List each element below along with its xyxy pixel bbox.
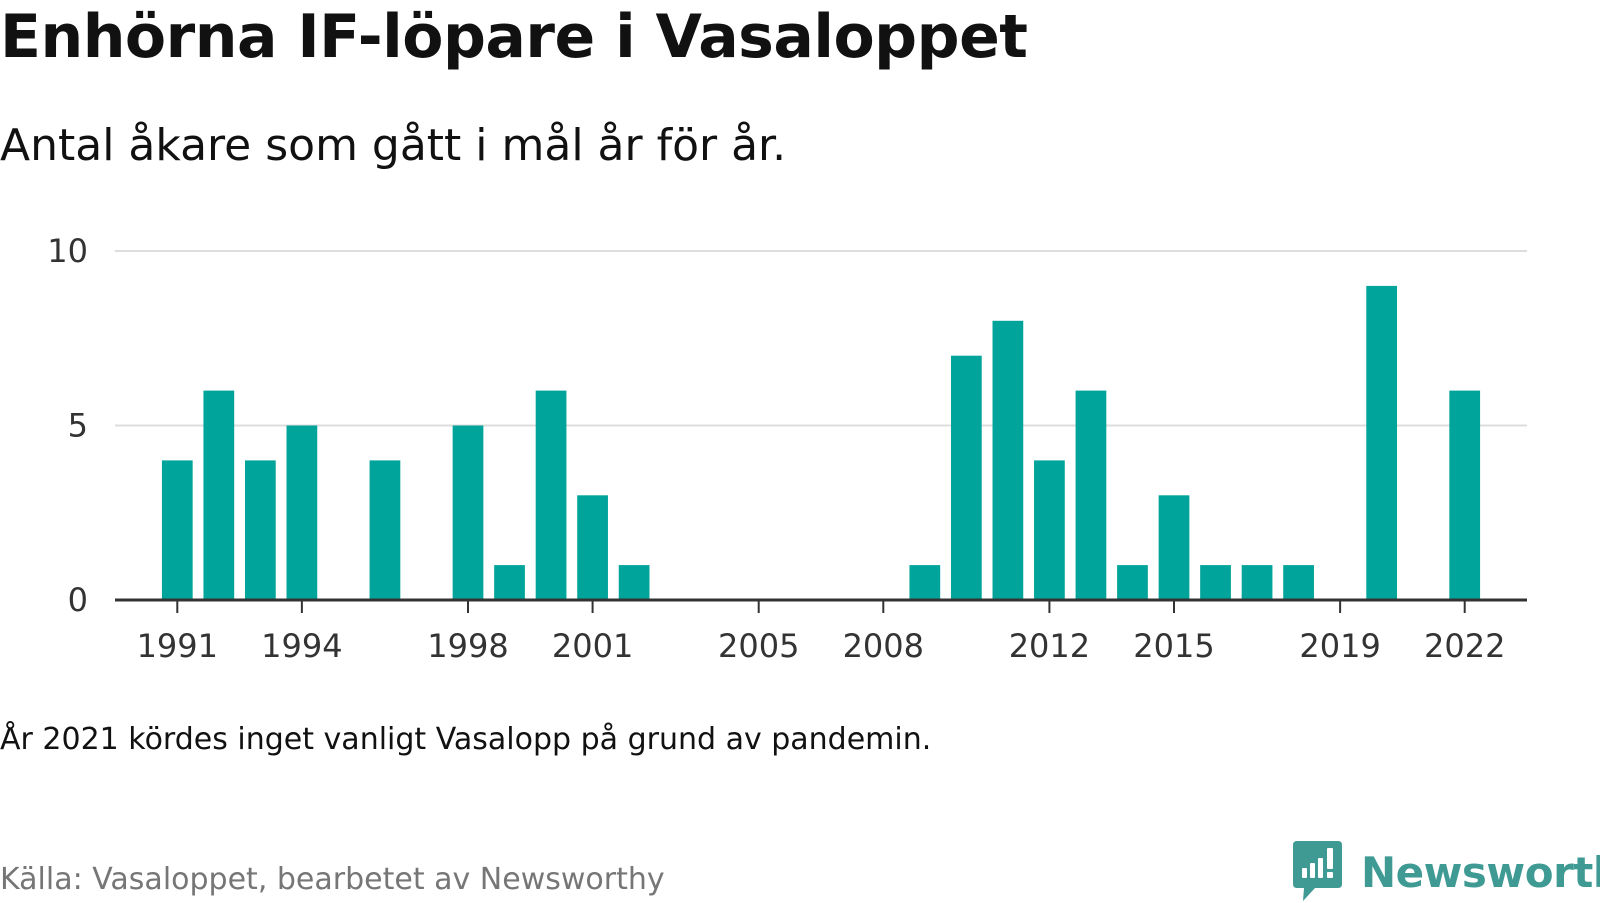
bar-1992 (203, 390, 235, 600)
bar-2022 (1449, 390, 1481, 600)
bar-2012 (1034, 460, 1065, 600)
bar-2017 (1241, 565, 1273, 600)
x-tick-label: 1998 (427, 627, 508, 665)
bar-1994 (286, 425, 318, 600)
y-axis-labels: 0 5 10 (47, 232, 88, 619)
y-tick-label: 10 (47, 232, 88, 270)
bar-2018 (1283, 565, 1314, 600)
newsworthy-logo: Newsworthy (1293, 841, 1600, 901)
y-tick-label: 5 (68, 407, 88, 445)
source-credit: Källa: Vasaloppet, bearbetet av Newswort… (0, 862, 665, 897)
x-tick-label: 2019 (1299, 627, 1380, 665)
y-tick-label: 0 (68, 581, 88, 619)
chart-subtitle: Antal åkare som gått i mål år för år. (0, 120, 787, 171)
bar-2016 (1200, 565, 1231, 600)
bar-2020 (1366, 285, 1398, 600)
bar-2009 (909, 565, 941, 600)
bar-1999 (494, 565, 525, 600)
grid-lines (115, 250, 1527, 427)
x-axis-labels: 1991 1994 1998 2001 2005 2008 2012 2015 2019 2022 (137, 627, 1506, 665)
x-tick-label: 1994 (261, 627, 342, 665)
bar-2011 (992, 320, 1024, 600)
bar-1996 (369, 460, 401, 600)
bar-2013 (1075, 390, 1107, 600)
bar-1998 (452, 425, 484, 600)
bar-1993 (244, 460, 276, 600)
x-tick-label: 2008 (843, 627, 924, 665)
newsworthy-logo-icon (1293, 841, 1342, 901)
logo-wordmark: Newsworthy (1361, 847, 1600, 897)
bar-2001 (577, 495, 608, 600)
bar-2014 (1117, 565, 1148, 600)
x-axis (115, 598, 1527, 613)
x-tick-label: 2005 (718, 627, 799, 665)
x-tick-label: 2015 (1133, 627, 1214, 665)
bars (161, 285, 1481, 600)
bar-2015 (1158, 495, 1190, 600)
bar-2010 (950, 355, 982, 600)
x-tick-label: 2001 (552, 627, 633, 665)
bar-2002 (618, 565, 650, 600)
footnote: År 2021 kördes inget vanligt Vasalopp på… (0, 722, 932, 757)
x-tick-label: 2012 (1009, 627, 1090, 665)
bar-1991 (161, 460, 193, 600)
bar-2000 (535, 390, 567, 600)
chart-title: Enhörna IF-löpare i Vasaloppet (0, 2, 1028, 72)
x-tick-label: 1991 (137, 627, 218, 665)
x-tick-label: 2022 (1424, 627, 1505, 665)
